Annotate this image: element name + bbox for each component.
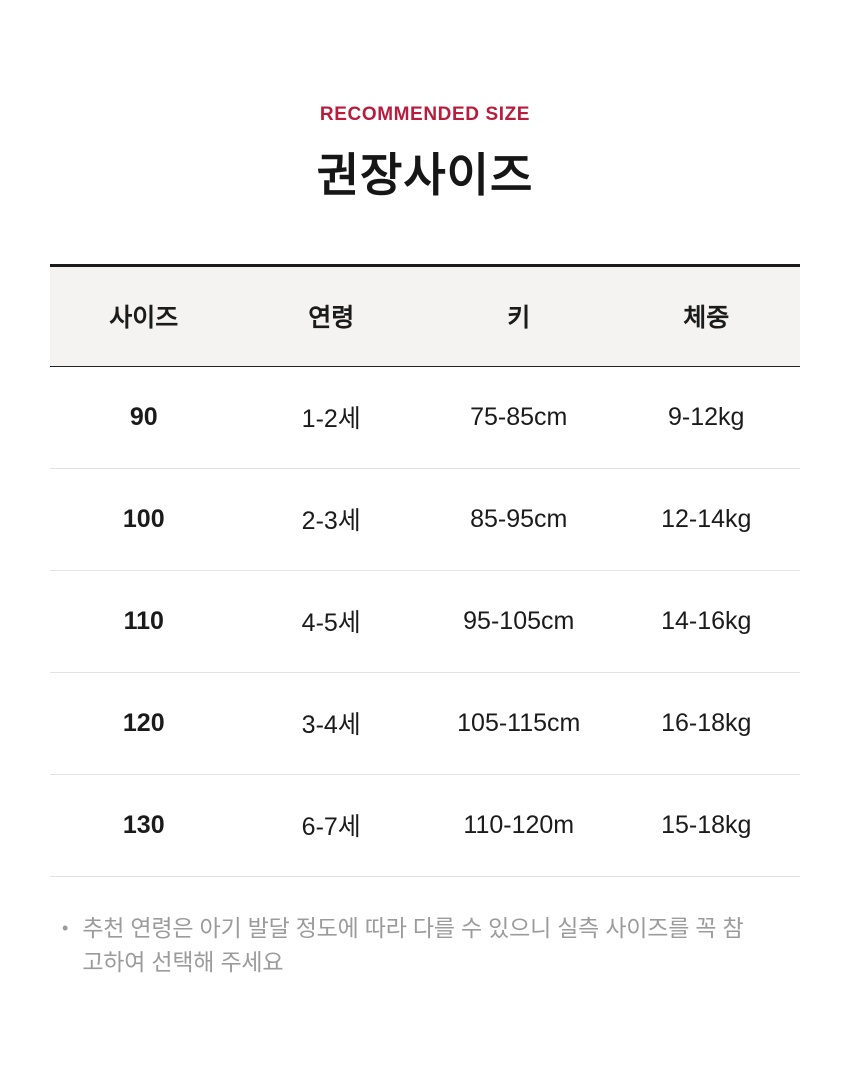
size-cell: 120 bbox=[50, 672, 238, 775]
table-row: 130 6-7세 110-120m 15-18kg bbox=[50, 774, 800, 877]
size-cell: 100 bbox=[50, 468, 238, 571]
bullet-icon: • bbox=[62, 917, 69, 938]
note-text: 추천 연령은 아기 발달 정도에 따라 다를 수 있으니 실측 사이즈를 꼭 참… bbox=[82, 914, 744, 975]
weight-cell: 12-14kg bbox=[612, 468, 800, 571]
column-header-age: 연령 bbox=[308, 304, 355, 333]
table-row: 100 2-3세 85-95cm 12-14kg bbox=[50, 468, 800, 571]
heading-block: RECOMMENDED SIZE 권장사이즈 bbox=[0, 0, 850, 202]
height-cell: 75-85cm bbox=[425, 366, 613, 469]
weight-cell: 16-18kg bbox=[612, 672, 800, 775]
age-cell: 4-5세 bbox=[237, 570, 425, 673]
size-table: 사이즈 연령 키 체중 90 1-2세 75-85cm 9-12kg 100 2… bbox=[50, 264, 800, 877]
table-row: 90 1-2세 75-85cm 9-12kg bbox=[50, 366, 800, 469]
size-guide-note: • 추천 연령은 아기 발달 정도에 따라 다를 수 있으니 실측 사이즈를 꼭… bbox=[50, 911, 800, 979]
height-cell: 110-120m bbox=[425, 774, 613, 877]
age-cell: 6-7세 bbox=[237, 774, 425, 877]
size-cell: 90 bbox=[50, 366, 238, 469]
size-cell: 110 bbox=[50, 570, 238, 673]
age-cell: 3-4세 bbox=[237, 672, 425, 775]
height-cell: 105-115cm bbox=[425, 672, 613, 775]
size-cell: 130 bbox=[50, 774, 238, 877]
weight-cell: 14-16kg bbox=[612, 570, 800, 673]
size-table-body: 90 1-2세 75-85cm 9-12kg 100 2-3세 85-95cm … bbox=[50, 366, 800, 877]
height-cell: 95-105cm bbox=[425, 570, 613, 673]
weight-cell: 15-18kg bbox=[612, 774, 800, 877]
column-header-weight: 체중 bbox=[683, 304, 730, 333]
column-header-size: 사이즈 bbox=[109, 304, 179, 333]
header-row: 사이즈 연령 키 체중 bbox=[50, 265, 800, 367]
size-table-header: 사이즈 연령 키 체중 bbox=[50, 265, 800, 367]
column-header-height: 키 bbox=[507, 304, 531, 333]
age-cell: 2-3세 bbox=[237, 468, 425, 571]
page-title: 권장사이즈 bbox=[316, 148, 534, 201]
age-cell: 1-2세 bbox=[237, 366, 425, 469]
weight-cell: 9-12kg bbox=[612, 366, 800, 469]
height-cell: 85-95cm bbox=[425, 468, 613, 571]
table-row: 120 3-4세 105-115cm 16-18kg bbox=[50, 672, 800, 775]
table-row: 110 4-5세 95-105cm 14-16kg bbox=[50, 570, 800, 673]
eyebrow-recommended-size: RECOMMENDED SIZE bbox=[319, 104, 531, 125]
